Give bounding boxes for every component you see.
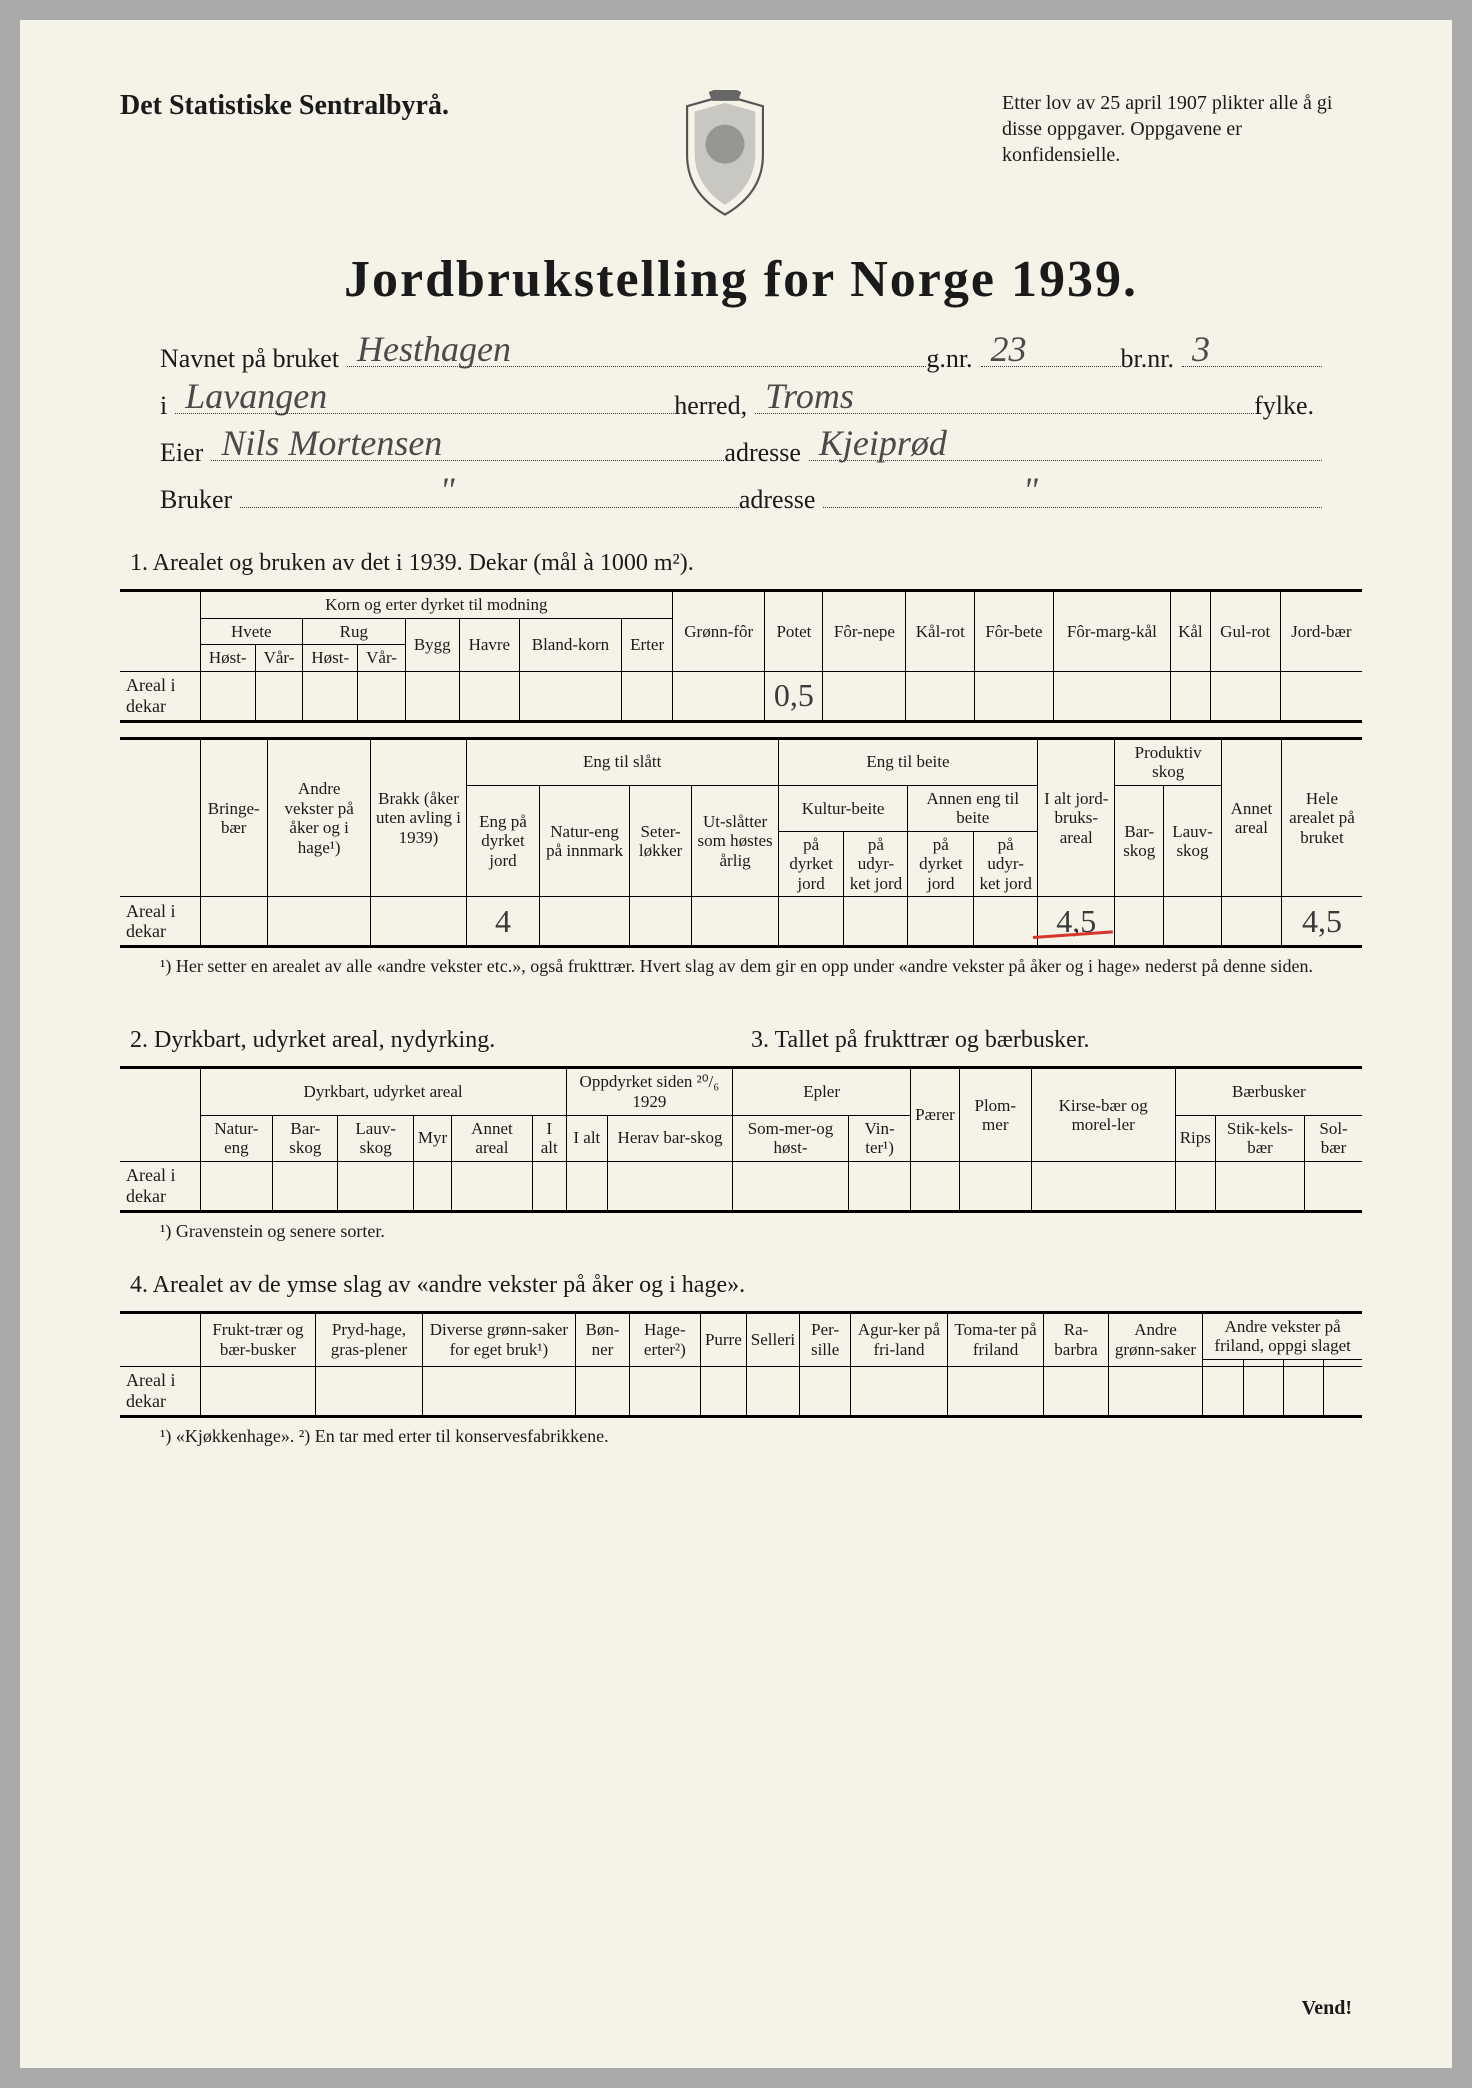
herred-label: herred,: [674, 391, 747, 421]
section4-head: 4. Arealet av de ymse slag av «andre vek…: [130, 1272, 1362, 1299]
gnr-field: 23: [981, 339, 1121, 367]
brnr-label: br.nr.: [1121, 344, 1174, 374]
coat-of-arms-icon: [670, 90, 780, 220]
section3-head: 3. Tallet på frukttrær og bærbusker.: [751, 1027, 1362, 1054]
val-hele: 4,5: [1281, 897, 1362, 947]
i-label: i: [160, 391, 167, 421]
table23: Dyrkbart, udyrket areal Oppdyrket siden …: [120, 1066, 1362, 1212]
val-eng: 4: [466, 897, 540, 947]
legal-text: Etter lov av 25 april 1907 plikter alle …: [1002, 90, 1362, 168]
adresse2-label: adresse: [739, 485, 816, 515]
herred-field: Troms: [755, 386, 1254, 414]
i-field: Lavangen: [175, 386, 674, 414]
s4-footnote: ¹) «Kjøkkenhage». ²) En tar med erter ti…: [160, 1426, 1362, 1447]
s1-footnote: ¹) Her setter en arealet av alle «andre …: [160, 956, 1362, 977]
val-potet: 0,5: [765, 671, 823, 721]
fylke-label: fylke.: [1254, 391, 1314, 421]
navnet-label: Navnet på bruket: [160, 344, 339, 374]
adresse-field: Kjeiprød: [809, 433, 1322, 461]
bruker-label: Bruker: [160, 485, 232, 515]
bruker-field: ": [240, 480, 739, 508]
sections-2-3: 2. Dyrkbart, udyrket areal, nydyrking. 3…: [120, 997, 1362, 1066]
brnr-field: 3: [1182, 339, 1322, 367]
table4: Frukt-trær og bær-busker Pryd-hage, gras…: [120, 1311, 1362, 1418]
form-page: Det Statistiske Sentralbyrå. Etter lov a…: [20, 20, 1452, 2068]
section1-head: 1. Arealet og bruken av det i 1939. Deka…: [130, 550, 1362, 577]
adresse-label: adresse: [724, 438, 801, 468]
eier-label: Eier: [160, 438, 203, 468]
section2-head: 2. Dyrkbart, udyrket areal, nydyrking.: [130, 1027, 741, 1054]
val-ialt: 4,5: [1038, 897, 1115, 947]
korn-head: Korn og erter dyrket til modning: [200, 591, 673, 619]
eier-field: Nils Mortensen: [211, 433, 724, 461]
vend-label: Vend!: [1302, 1997, 1352, 2020]
header: Det Statistiske Sentralbyrå. Etter lov a…: [120, 90, 1362, 220]
table1b: Bringe-bær Andre vekster på åker og i ha…: [120, 737, 1362, 949]
s3-footnote: ¹) Gravenstein og senere sorter.: [160, 1221, 1362, 1242]
org-name: Det Statistiske Sentralbyrå.: [120, 90, 449, 122]
gnr-label: g.nr.: [926, 344, 972, 374]
table1a: Korn og erter dyrket til modning Grønn-f…: [120, 589, 1362, 723]
page-title: Jordbrukstelling for Norge 1939.: [120, 250, 1362, 309]
adresse2-field: ": [823, 480, 1322, 508]
navnet-field: Hesthagen: [347, 339, 926, 367]
identity-fields: Navnet på bruket Hesthagen g.nr. 23 br.n…: [160, 339, 1322, 515]
